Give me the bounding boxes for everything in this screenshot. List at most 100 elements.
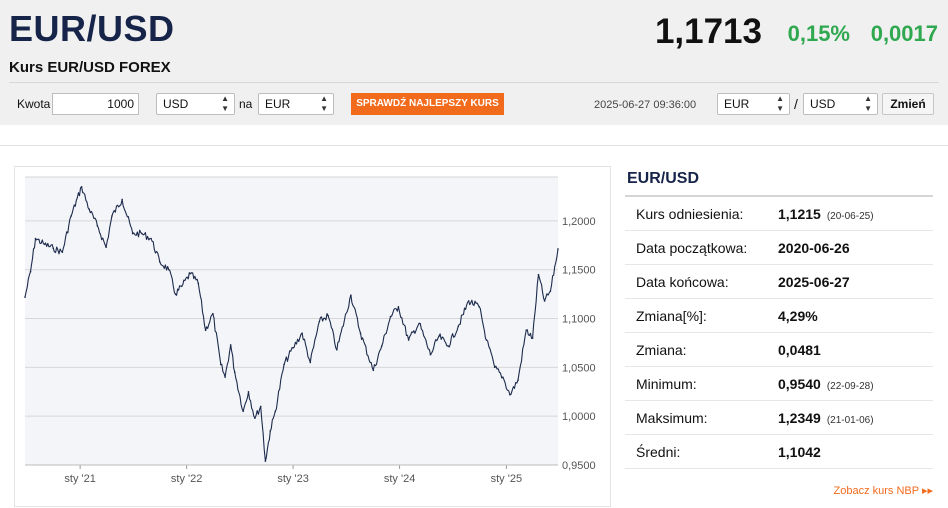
y-tick-label: 1,1500: [562, 265, 596, 277]
data-point: [168, 268, 170, 271]
stats-value-text: 2025-06-27: [778, 273, 850, 290]
change-pair-button[interactable]: Zmień: [882, 93, 934, 115]
check-best-rate-button[interactable]: SPRAWDŹ NAJLEPSZY KURS: [351, 93, 504, 115]
pair-title: EUR/USD: [9, 8, 175, 49]
data-point: [531, 337, 534, 339]
to-currency-select[interactable]: EUR ▲ ▼: [258, 93, 334, 115]
stats-label: Zmiana[%]:: [625, 298, 778, 333]
select-arrows-icon: ▲ ▼: [776, 94, 784, 113]
data-point: [380, 345, 383, 347]
page-subtitle: Kurs EUR/USD FOREX: [9, 59, 171, 76]
data-point: [29, 270, 32, 273]
data-point: [336, 349, 338, 351]
stats-value-text: 1,2349: [778, 409, 821, 426]
x-tick-label: sty '22: [171, 473, 202, 485]
data-point: [350, 294, 352, 296]
data-point: [292, 347, 294, 349]
stats-date: (20-06-25): [826, 210, 874, 222]
stats-value: 2020-06-26: [778, 230, 933, 265]
stats-row: Kurs odniesienia: 1,1215 (20-06-25): [625, 197, 933, 231]
data-point: [543, 300, 546, 302]
stats-row: Maksimum: 1,2349 (21-01-06): [625, 400, 933, 435]
data-point: [274, 410, 277, 413]
stats-value: 1,2349 (21-01-06): [778, 400, 933, 435]
data-point: [429, 353, 432, 356]
stats-label: Minimum:: [625, 366, 778, 401]
data-point: [557, 248, 559, 250]
data-point: [264, 460, 267, 462]
stats-value-text: 4,29%: [778, 307, 818, 324]
data-point: [525, 329, 528, 332]
data-point: [389, 315, 392, 318]
data-point: [418, 322, 420, 325]
stats-row: Średni: 1,1042: [625, 434, 933, 469]
data-point: [485, 339, 488, 341]
data-point: [229, 344, 232, 346]
data-point: [61, 251, 64, 253]
data-point: [189, 272, 192, 275]
data-point: [493, 366, 496, 369]
data-point: [111, 215, 113, 217]
data-point: [150, 237, 152, 240]
data-point: [52, 247, 55, 250]
data-point: [457, 325, 460, 328]
header-bar: EUR/USD Kurs EUR/USD FOREX 1,1713 0,15% …: [0, 0, 948, 125]
stats-value: 1,1042: [778, 434, 933, 469]
stats-label: Średni:: [625, 434, 778, 469]
stats-label: Data początkowa:: [625, 230, 778, 265]
data-point: [502, 376, 504, 378]
stats-value: 4,29%: [778, 298, 933, 333]
data-point: [254, 417, 256, 419]
data-point: [96, 225, 99, 227]
to-label: na: [239, 97, 253, 111]
data-point: [478, 306, 481, 308]
nbp-rate-link[interactable]: Zobacz kurs NBP ▸▸: [833, 485, 933, 497]
data-point: [70, 215, 72, 217]
select-arrows-icon: ▲ ▼: [221, 94, 229, 113]
data-point: [447, 345, 449, 347]
stats-label: Zmiana:: [625, 332, 778, 367]
data-point: [80, 186, 83, 188]
x-tick-label: sty '24: [384, 473, 415, 485]
stats-label: Kurs odniesienia:: [625, 197, 778, 231]
data-point: [259, 405, 262, 408]
stats-value: 2025-06-27: [778, 264, 933, 299]
data-point: [309, 361, 312, 364]
pair-left-select[interactable]: EUR ▲ ▼: [717, 93, 790, 115]
stats-divider: [625, 195, 933, 197]
stats-value-text: 0,0481: [778, 341, 821, 358]
x-tick-label: sty '23: [277, 473, 308, 485]
stats-value-text: 2020-06-26: [778, 239, 850, 256]
x-tick-label: sty '25: [491, 473, 522, 485]
chart-container: 1,2000 1,1500 1,1000 1,0500 1,0000 0,9500 sty …: [14, 166, 611, 507]
stats-table: Kurs odniesienia: 1,1215 (20-06-25) Data po…: [625, 197, 933, 469]
stats-value-text: 1,1042: [778, 443, 821, 460]
stats-value-text: 0,9540: [778, 375, 821, 392]
data-point: [34, 237, 37, 240]
y-tick-label: 1,0500: [562, 362, 596, 374]
data-point: [283, 363, 285, 366]
data-point: [537, 273, 540, 276]
stats-row: Minimum: 0,9540 (22-09-28): [625, 366, 933, 401]
data-point: [204, 329, 207, 332]
data-point: [549, 290, 552, 293]
quote-timestamp: 2025-06-27 09:36:00: [594, 99, 697, 111]
data-point: [233, 371, 236, 374]
data-point: [397, 306, 400, 308]
from-currency-select[interactable]: USD ▲ ▼: [156, 93, 235, 115]
series-line: [24, 186, 559, 462]
data-point: [407, 339, 410, 341]
data-point: [105, 246, 107, 249]
change-percent: 0,15%: [787, 21, 850, 46]
pair-right-select[interactable]: USD ▲ ▼: [803, 93, 878, 115]
change-absolute: 0,0017: [870, 21, 938, 46]
price-chart[interactable]: 1,2000 1,1500 1,1000 1,0500 1,0000 0,9500 sty …: [15, 167, 610, 506]
amount-input[interactable]: 1000: [52, 93, 139, 115]
data-point: [88, 208, 90, 211]
data-point: [438, 335, 440, 337]
data-point: [219, 363, 222, 366]
stats-row: Data początkowa: 2020-06-26: [625, 230, 933, 265]
data-point: [224, 376, 226, 378]
data-point: [359, 332, 362, 335]
amount-label: Kwota: [17, 97, 51, 111]
